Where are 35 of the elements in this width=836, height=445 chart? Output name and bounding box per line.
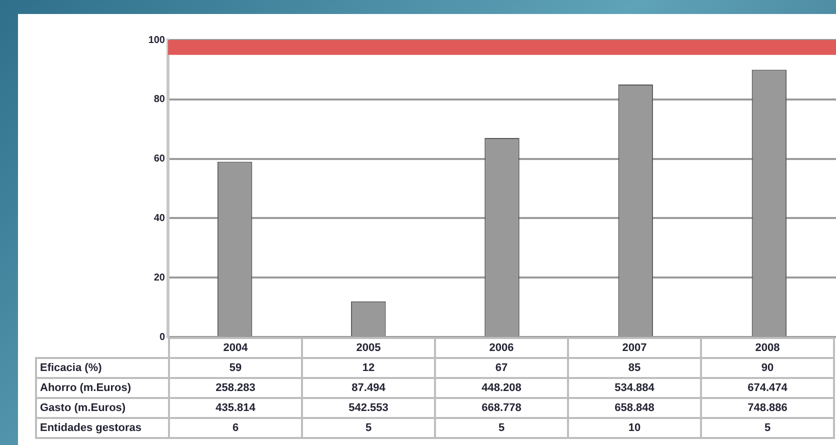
text: 658.848 bbox=[568, 398, 701, 418]
data-label: 59 bbox=[169, 358, 302, 378]
text: 5 bbox=[302, 418, 435, 438]
data-label: 67 bbox=[435, 358, 568, 378]
y-tick-label: 80 bbox=[154, 94, 166, 106]
y-tick-label: 40 bbox=[154, 212, 166, 224]
data-label: 85 bbox=[568, 358, 701, 378]
text: 5 bbox=[435, 418, 568, 438]
text: Entidades gestoras bbox=[36, 418, 169, 438]
x-tick-label: 2004 bbox=[169, 338, 302, 358]
text: 534.884 bbox=[568, 378, 701, 398]
text: 6 bbox=[169, 418, 302, 438]
data-label: 90 bbox=[701, 358, 834, 378]
text: 258.283 bbox=[169, 378, 302, 398]
data-label: 12 bbox=[302, 358, 435, 378]
text: 448.208 bbox=[435, 378, 568, 398]
y-tick-label: 100 bbox=[148, 34, 166, 46]
x-tick-label: 2006 bbox=[435, 338, 568, 358]
text: 748.886 bbox=[701, 398, 834, 418]
x-tick-label: 2007 bbox=[568, 338, 701, 358]
text: 435.814 bbox=[169, 398, 302, 418]
text: Gasto (m.Euros) bbox=[36, 398, 169, 418]
text: 10 bbox=[568, 418, 701, 438]
text: 87.494 bbox=[302, 378, 435, 398]
x-tick-label: 2005 bbox=[302, 338, 435, 358]
text: 5 bbox=[701, 418, 834, 438]
text: 668.778 bbox=[435, 398, 568, 418]
y-tick-label: 0 bbox=[159, 332, 166, 343]
x-tick-label: 2008 bbox=[701, 338, 834, 358]
text: Eficacia (%) bbox=[36, 358, 169, 378]
text: 542.553 bbox=[302, 398, 435, 418]
y-tick-label: 60 bbox=[154, 154, 166, 165]
text: Ahorro (m.Euros) bbox=[36, 378, 169, 398]
y-tick-label: 20 bbox=[154, 272, 166, 284]
text: 674.474 bbox=[701, 378, 834, 398]
